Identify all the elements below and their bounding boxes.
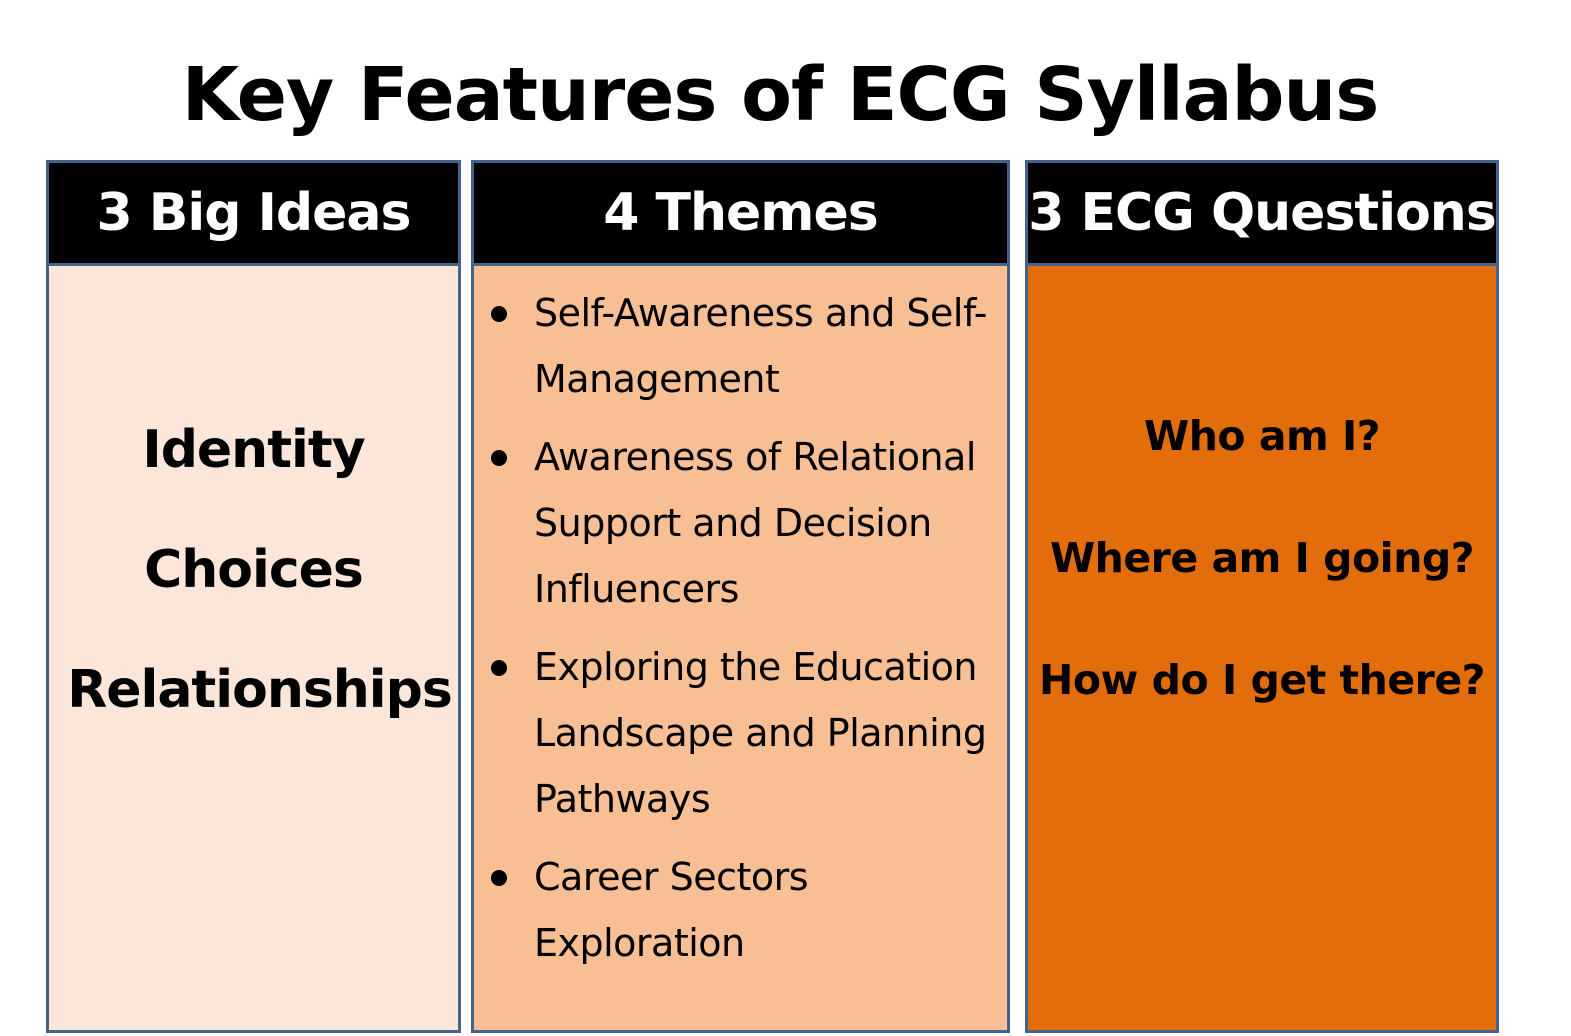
bullet-icon <box>491 306 507 322</box>
theme-self-awareness: Self-Awareness and Self-Management <box>474 280 1007 412</box>
bullet-icon <box>491 660 507 676</box>
big-idea-identity: Identity <box>142 420 365 480</box>
theme-education-landscape: Exploring the Education Landscape and Pl… <box>474 634 1007 832</box>
big-idea-relationships: Relationships <box>67 660 453 720</box>
page-title: Key Features of ECG Syllabus <box>181 52 1380 138</box>
themes-header: 4 Themes <box>474 163 1007 266</box>
ecg-questions-header: 3 ECG Questions <box>1028 163 1496 266</box>
big-idea-choices: Choices <box>144 540 364 600</box>
big-ideas-body: Identity Choices Relationships <box>49 266 458 1030</box>
theme-text: Self-Awareness and Self-Management <box>534 291 988 401</box>
themes-list: Self-Awareness and Self-Management Aware… <box>474 280 1007 988</box>
big-ideas-header: 3 Big Ideas <box>49 163 458 266</box>
bullet-icon <box>491 870 507 886</box>
question-how-do-i-get-there: How do I get there? <box>1039 656 1485 704</box>
question-who-am-i: Who am I? <box>1143 412 1381 460</box>
question-where-am-i-going: Where am I going? <box>1049 534 1475 582</box>
theme-text: Awareness of Relational Support and Deci… <box>534 435 976 611</box>
themes-column: 4 Themes Self-Awareness and Self-Managem… <box>471 160 1010 1033</box>
theme-text: Exploring the Education Landscape and Pl… <box>534 645 987 821</box>
themes-body: Self-Awareness and Self-Management Aware… <box>474 266 1007 1030</box>
theme-text: Career Sectors Exploration <box>534 855 809 965</box>
ecg-questions-column: 3 ECG Questions Who am I? Where am I goi… <box>1025 160 1499 1033</box>
big-ideas-column: 3 Big Ideas Identity Choices Relationshi… <box>46 160 461 1033</box>
ecg-questions-body: Who am I? Where am I going? How do I get… <box>1028 266 1496 1030</box>
theme-relational-support: Awareness of Relational Support and Deci… <box>474 424 1007 622</box>
bullet-icon <box>491 450 507 466</box>
theme-career-sectors: Career Sectors Exploration <box>474 844 1007 976</box>
